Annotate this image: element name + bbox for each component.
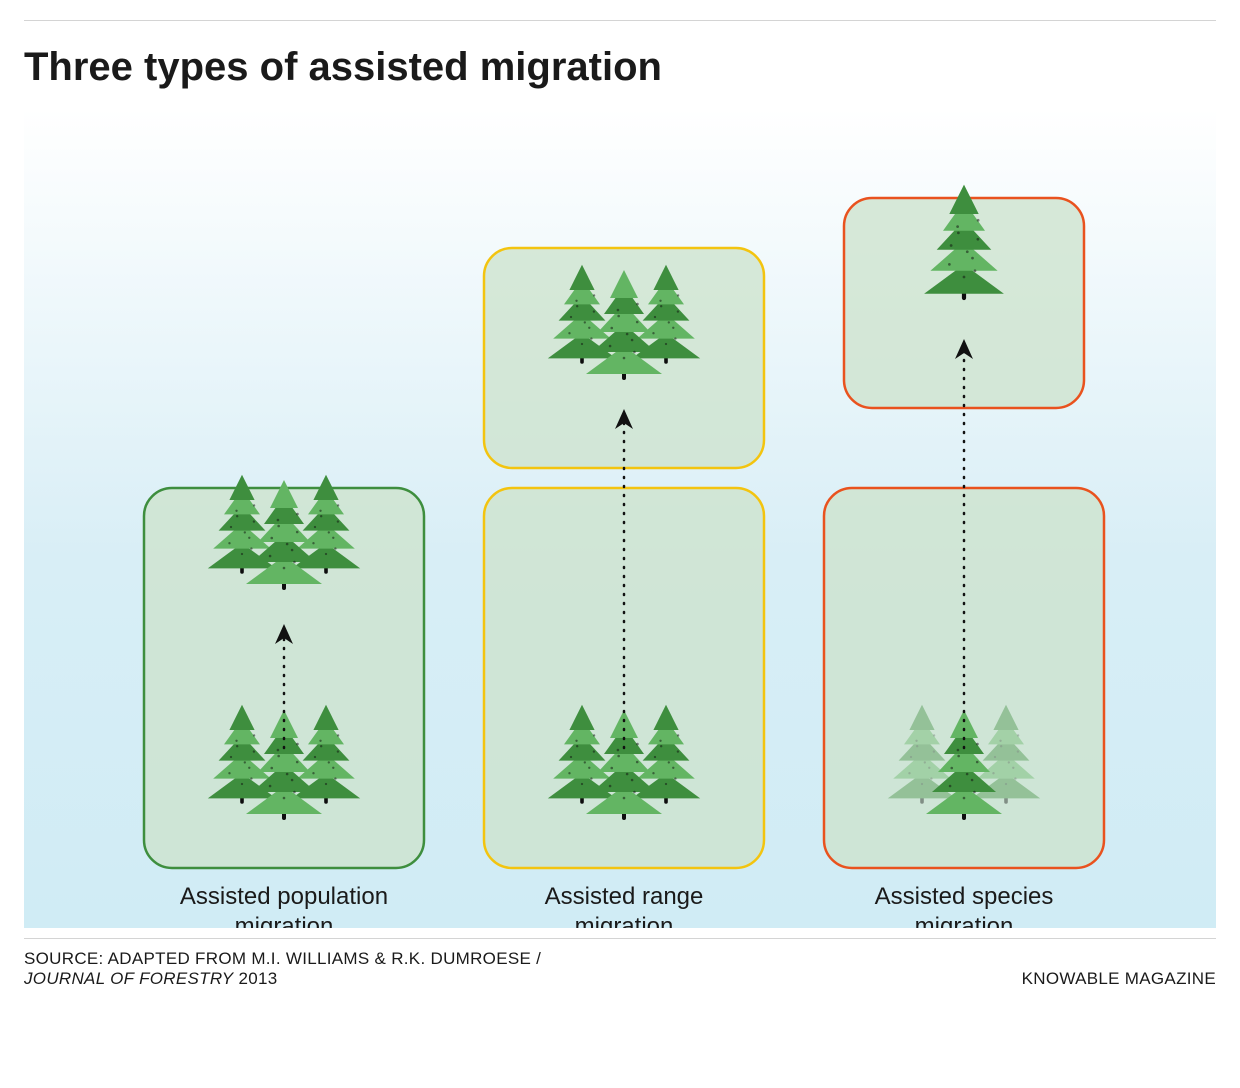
source-year: 2013 [233,969,277,988]
page-title: Three types of assisted migration [24,45,1216,90]
footer: SOURCE: ADAPTED FROM M.I. WILLIAMS & R.K… [24,949,1216,989]
svg-text:migration: migration [915,913,1014,928]
top-divider [24,20,1216,21]
source-line1: SOURCE: ADAPTED FROM M.I. WILLIAMS & R.K… [24,949,541,968]
svg-text:Assisted range: Assisted range [545,883,704,910]
diagram-area: Assisted population migration Assisted ran… [24,108,1216,928]
source-journal: JOURNAL OF FORESTRY [24,969,233,988]
bottom-divider [24,938,1216,939]
svg-text:migration: migration [575,913,674,928]
svg-text:Assisted species: Assisted species [875,883,1054,910]
page-container: Three types of assisted migration Assist… [0,20,1240,1088]
svg-text:migration: migration [235,913,334,928]
magazine-credit: KNOWABLE MAGAZINE [1022,969,1216,989]
migration-diagram: Assisted population migration Assisted ran… [24,108,1216,928]
svg-text:Assisted population: Assisted population [180,883,388,910]
source-attribution: SOURCE: ADAPTED FROM M.I. WILLIAMS & R.K… [24,949,541,989]
